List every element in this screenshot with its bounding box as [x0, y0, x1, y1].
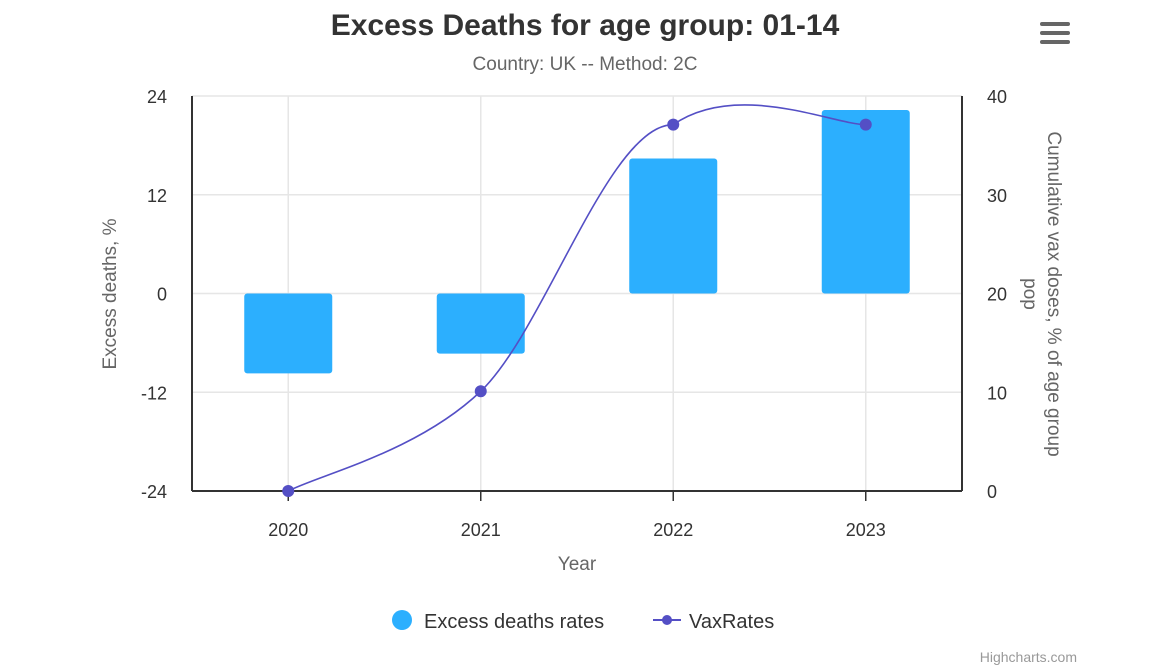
legend-item-vaxrates[interactable]: VaxRates: [689, 611, 774, 633]
vaxrates-line: [287, 104, 866, 492]
vaxrates-point-2020[interactable]: [282, 485, 295, 497]
y2-axis-title-line: pop: [1019, 278, 1040, 310]
y2-tick-label: 20: [987, 285, 1007, 305]
x-tick-label: 2022: [653, 520, 693, 540]
y-tick-label: 24: [147, 87, 167, 107]
y-tick-label: -24: [141, 482, 167, 502]
vaxrates-point-2023[interactable]: [859, 118, 872, 131]
y2-axis-title-line: Cumulative vax doses, % of age group: [1043, 131, 1064, 456]
highcharts-credits[interactable]: Highcharts.com: [980, 649, 1077, 665]
x-tick-label: 2023: [846, 520, 886, 540]
legend-item-excess-deaths[interactable]: Excess deaths rates: [424, 611, 604, 633]
x-tick-label: 2021: [461, 520, 501, 540]
x-tick-label: 2020: [268, 520, 308, 540]
legend-bar-symbol: [392, 610, 412, 630]
vaxrates-point-2021[interactable]: [474, 385, 487, 398]
chart-subtitle: Country: UK -- Method: 2C: [473, 54, 698, 75]
y2-axis-title: Cumulative vax doses, % of age grouppop: [1019, 131, 1064, 456]
bar-2023[interactable]: [821, 109, 910, 294]
legend-line-marker: [662, 615, 672, 625]
y-tick-label: -12: [141, 383, 167, 403]
bar-2020[interactable]: [244, 293, 333, 374]
y2-tick-label: 0: [987, 482, 997, 502]
vaxrates-point-2022[interactable]: [667, 118, 680, 131]
y-tick-label: 12: [147, 186, 167, 206]
x-axis-title: Year: [558, 554, 597, 575]
y2-tick-label: 40: [987, 87, 1007, 107]
bar-2021[interactable]: [436, 293, 525, 354]
menu-bar: [1040, 40, 1070, 44]
chart-title: Excess Deaths for age group: 01-14: [331, 9, 840, 42]
y2-tick-label: 30: [987, 186, 1007, 206]
bar-2022[interactable]: [629, 158, 718, 294]
y-tick-label: 0: [157, 285, 167, 305]
menu-bar: [1040, 22, 1070, 26]
y2-tick-label: 10: [987, 383, 1007, 403]
y-axis-title: Excess deaths, %: [100, 218, 121, 369]
chart-menu-button[interactable]: [1040, 22, 1070, 46]
menu-bar: [1040, 31, 1070, 35]
